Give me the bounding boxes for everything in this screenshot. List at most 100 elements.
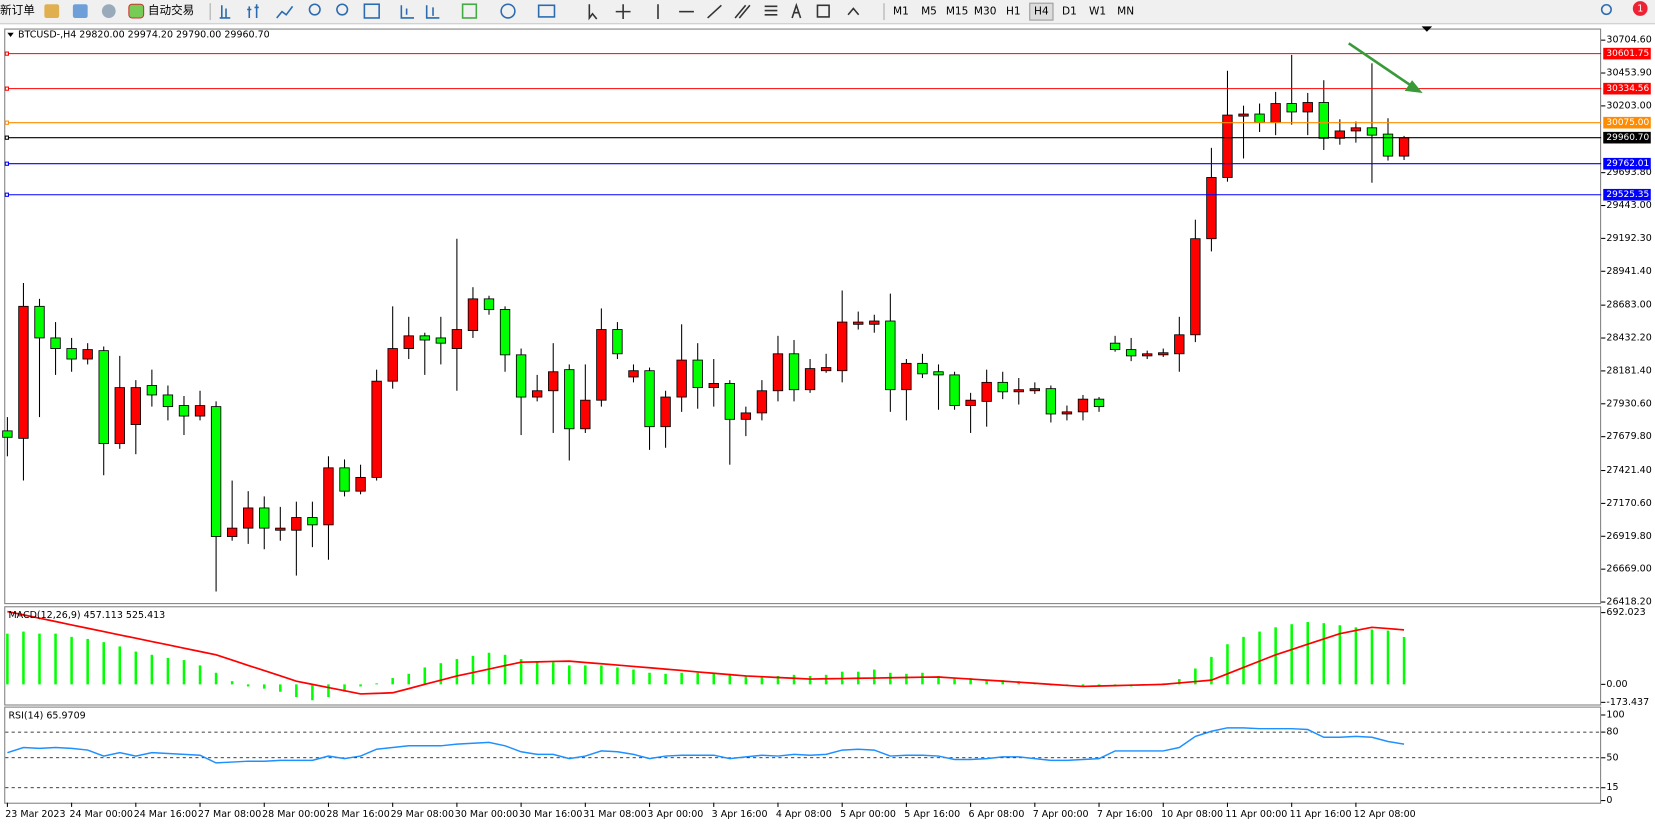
tool-icons <box>219 2 860 21</box>
candle-body <box>949 374 960 406</box>
candle-body <box>1318 102 1329 139</box>
timeframe-label[interactable]: D1 <box>1062 6 1077 18</box>
candle-body <box>1158 352 1169 356</box>
shapes-button[interactable] <box>847 7 860 16</box>
candle-body <box>130 387 141 425</box>
new-order-button[interactable]: 新订单 <box>0 3 35 17</box>
candle-body <box>467 298 479 332</box>
histogram-bar <box>760 677 764 685</box>
timeframe-label[interactable]: H4 <box>1034 6 1049 18</box>
histogram-bar <box>311 684 314 701</box>
candle-body <box>403 335 414 349</box>
level-label-bg <box>1603 131 1651 144</box>
candle-body <box>676 359 687 398</box>
histogram-bar <box>86 638 89 685</box>
candle-body <box>804 368 816 391</box>
histogram-bar <box>600 665 603 685</box>
histogram-bar <box>455 659 459 685</box>
candle-body <box>756 390 768 414</box>
level-label: 29960.70 <box>1606 133 1649 143</box>
bar-chart-button[interactable] <box>219 5 231 19</box>
candle-button[interactable] <box>247 4 259 18</box>
timeframe-label[interactable]: M5 <box>921 6 937 18</box>
level-handle <box>4 86 9 91</box>
timeframe-label[interactable]: H1 <box>1006 6 1021 18</box>
x-tick-label: 29 Mar 08:00 <box>391 809 454 820</box>
histogram-bar <box>953 678 956 685</box>
main-panel <box>4 28 1602 605</box>
cursor-button[interactable] <box>588 4 598 21</box>
histogram-bar <box>776 675 780 685</box>
timeframe-label[interactable]: M30 <box>974 6 997 18</box>
histogram-bar <box>985 680 988 685</box>
candle-body <box>1286 103 1297 113</box>
periods-button[interactable] <box>500 3 516 19</box>
candle-body <box>355 476 366 492</box>
candle-body <box>1093 398 1105 408</box>
templates-button[interactable] <box>537 4 556 18</box>
candle-body <box>1270 103 1281 123</box>
fibo-button[interactable] <box>764 5 778 16</box>
tile-button[interactable] <box>363 3 380 19</box>
toolbar-bg <box>0 0 1655 25</box>
y-tick-label: 27679.80 <box>1606 431 1651 442</box>
crosshair-button[interactable] <box>615 4 631 20</box>
icon-button[interactable] <box>101 4 116 18</box>
arrow-head <box>1404 80 1423 93</box>
histogram-bar <box>102 642 105 685</box>
candle-body <box>612 329 623 355</box>
level-label-bg <box>1603 157 1651 170</box>
level-label: 29525.35 <box>1606 190 1649 200</box>
candle-body <box>788 353 800 391</box>
autoscroll-button[interactable] <box>425 5 440 19</box>
timeframe-label[interactable]: W1 <box>1089 6 1106 18</box>
histogram-bar <box>327 684 330 698</box>
label-button[interactable] <box>816 4 830 18</box>
indicators-button[interactable] <box>461 3 478 19</box>
search-button[interactable] <box>1600 3 1612 16</box>
y-tick-label: -173.437 <box>1606 697 1649 708</box>
candle-body <box>451 329 463 349</box>
icon-button[interactable] <box>44 4 60 18</box>
timeframe-label[interactable]: M15 <box>946 6 969 18</box>
candle-body <box>740 412 752 420</box>
candle-body <box>820 367 832 372</box>
histogram-bar <box>680 672 683 685</box>
rsi-line <box>7 727 1405 764</box>
zoom-out-button[interactable] <box>336 3 349 16</box>
x-tick-label: 27 Mar 08:00 <box>198 809 261 820</box>
timeframe-label[interactable]: MN <box>1117 6 1134 18</box>
line-chart-button[interactable] <box>276 5 294 19</box>
candle-body <box>515 354 527 398</box>
histogram-bar <box>1194 668 1197 685</box>
channel-button[interactable] <box>734 4 751 19</box>
histogram-bar <box>198 665 202 685</box>
candle-body <box>1238 113 1249 117</box>
candle-body <box>917 362 928 375</box>
notification-badge[interactable] <box>1632 1 1648 16</box>
trendline-button[interactable] <box>707 4 722 19</box>
histogram-bar <box>134 651 138 685</box>
histogram-bar <box>359 684 362 687</box>
x-tick-label: 30 Mar 00:00 <box>455 809 518 820</box>
y-tick-label: 28432.20 <box>1606 333 1651 344</box>
level-label-bg <box>1603 47 1651 60</box>
histogram-bar <box>471 655 475 685</box>
histogram-bar <box>712 673 716 685</box>
histogram-bar <box>1354 627 1358 685</box>
icon-button[interactable] <box>72 4 88 18</box>
histogram-bar <box>616 667 619 685</box>
auto-trading-button[interactable]: 自动交易 <box>148 3 194 17</box>
text-button[interactable] <box>791 2 802 19</box>
histogram-bar <box>279 684 282 692</box>
zoom-in-button[interactable] <box>308 3 321 16</box>
auto-trading-icon[interactable] <box>128 3 145 19</box>
level-label-bg <box>1603 188 1651 201</box>
histogram-bar <box>118 646 122 685</box>
candle-body <box>1382 133 1394 157</box>
histogram-bar <box>648 672 651 685</box>
timeframe-button[interactable] <box>1029 2 1054 21</box>
shift-button[interactable] <box>400 5 415 19</box>
timeframe-label[interactable]: M1 <box>893 6 909 18</box>
